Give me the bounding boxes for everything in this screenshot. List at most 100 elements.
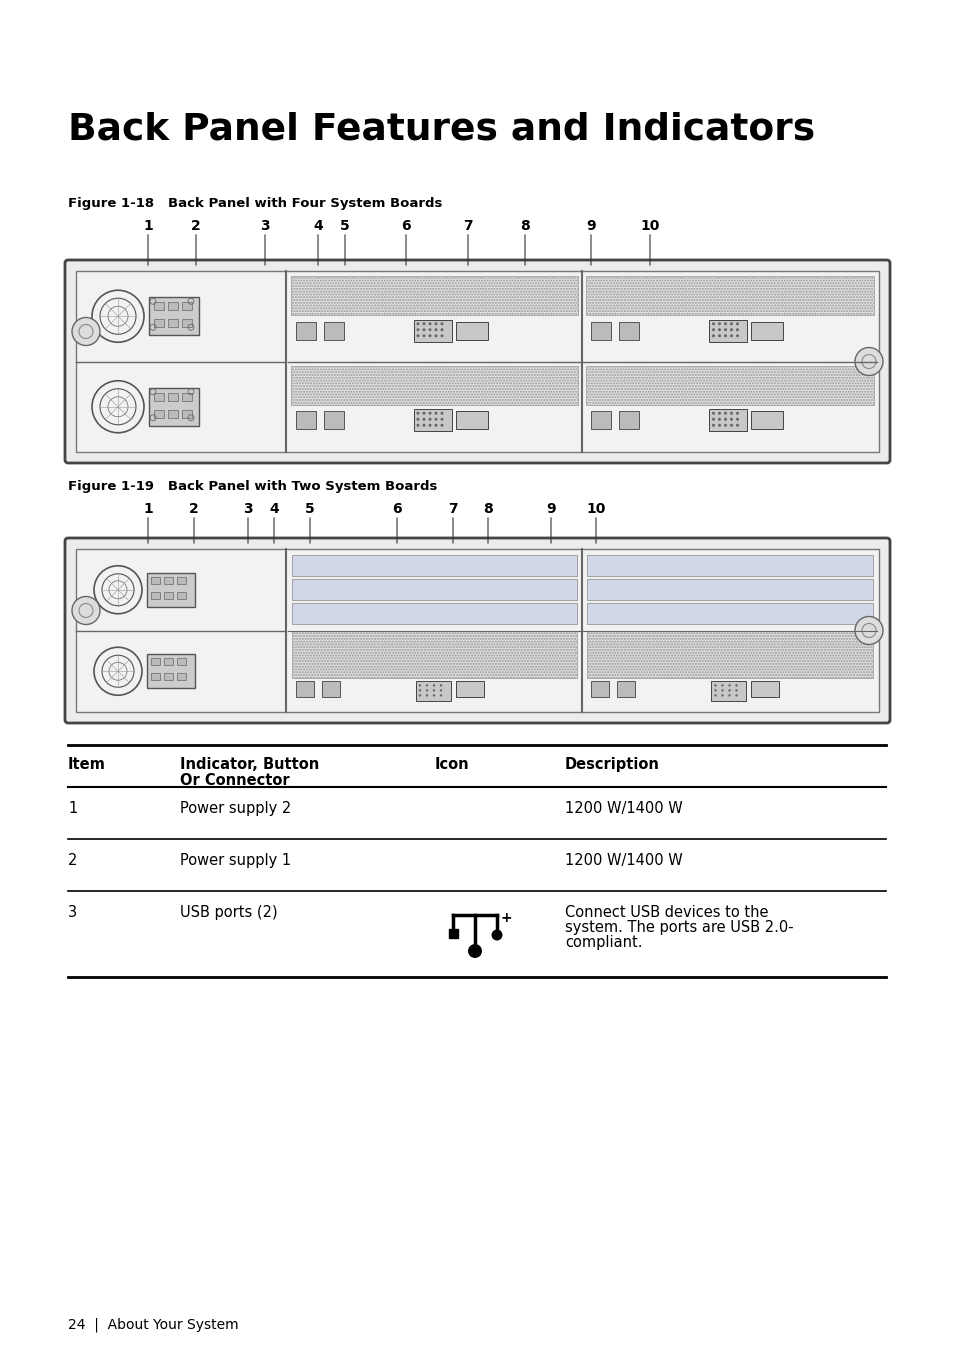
FancyBboxPatch shape xyxy=(587,603,872,624)
Circle shape xyxy=(727,684,730,686)
Circle shape xyxy=(428,418,431,421)
FancyBboxPatch shape xyxy=(76,271,878,452)
FancyBboxPatch shape xyxy=(182,302,192,310)
Circle shape xyxy=(434,328,437,332)
Circle shape xyxy=(723,328,726,332)
FancyBboxPatch shape xyxy=(151,658,160,665)
Text: 1: 1 xyxy=(143,502,152,516)
Circle shape xyxy=(439,689,442,692)
Circle shape xyxy=(422,322,425,325)
Text: 6: 6 xyxy=(401,219,411,233)
FancyBboxPatch shape xyxy=(456,412,488,429)
Circle shape xyxy=(468,944,481,959)
Circle shape xyxy=(434,334,437,337)
FancyBboxPatch shape xyxy=(149,298,199,336)
Text: 5: 5 xyxy=(340,219,350,233)
FancyBboxPatch shape xyxy=(618,412,639,429)
Text: +: + xyxy=(500,911,512,925)
Circle shape xyxy=(735,412,739,414)
Circle shape xyxy=(434,412,437,414)
Text: 1200 W/1400 W: 1200 W/1400 W xyxy=(564,853,682,868)
Text: Figure 1-19   Back Panel with Two System Boards: Figure 1-19 Back Panel with Two System B… xyxy=(68,481,436,493)
Text: 1: 1 xyxy=(143,219,152,233)
FancyBboxPatch shape xyxy=(414,409,452,432)
FancyBboxPatch shape xyxy=(324,322,344,340)
Circle shape xyxy=(416,424,419,427)
Circle shape xyxy=(711,334,714,337)
Circle shape xyxy=(440,424,443,427)
Circle shape xyxy=(440,412,443,414)
Text: 4: 4 xyxy=(313,219,322,233)
Text: Power supply 1: Power supply 1 xyxy=(180,853,291,868)
Circle shape xyxy=(718,334,720,337)
Circle shape xyxy=(729,322,732,325)
Circle shape xyxy=(711,412,714,414)
Circle shape xyxy=(422,424,425,427)
Circle shape xyxy=(723,322,726,325)
Text: 4: 4 xyxy=(269,502,278,516)
FancyBboxPatch shape xyxy=(164,658,172,665)
FancyBboxPatch shape xyxy=(177,577,186,584)
FancyBboxPatch shape xyxy=(591,681,609,697)
Circle shape xyxy=(422,418,425,421)
Circle shape xyxy=(711,322,714,325)
Circle shape xyxy=(418,695,421,696)
FancyBboxPatch shape xyxy=(168,302,178,310)
Text: 10: 10 xyxy=(639,219,659,233)
Text: USB ports (2): USB ports (2) xyxy=(180,904,277,919)
FancyBboxPatch shape xyxy=(292,631,577,678)
Circle shape xyxy=(434,322,437,325)
FancyBboxPatch shape xyxy=(65,538,889,723)
FancyBboxPatch shape xyxy=(292,603,577,624)
Circle shape xyxy=(428,328,431,332)
FancyBboxPatch shape xyxy=(149,387,199,425)
Text: Item: Item xyxy=(68,757,106,772)
Text: 7: 7 xyxy=(463,219,473,233)
Circle shape xyxy=(440,334,443,337)
FancyBboxPatch shape xyxy=(76,548,878,712)
FancyBboxPatch shape xyxy=(168,320,178,328)
FancyBboxPatch shape xyxy=(153,393,164,401)
Circle shape xyxy=(718,322,720,325)
Circle shape xyxy=(735,334,739,337)
Circle shape xyxy=(729,424,732,427)
FancyBboxPatch shape xyxy=(709,320,747,341)
Text: Icon: Icon xyxy=(435,757,469,772)
FancyBboxPatch shape xyxy=(414,320,452,341)
FancyBboxPatch shape xyxy=(65,260,889,463)
Circle shape xyxy=(854,348,882,375)
Circle shape xyxy=(428,412,431,414)
FancyBboxPatch shape xyxy=(292,580,577,600)
Circle shape xyxy=(711,418,714,421)
Circle shape xyxy=(440,322,443,325)
Circle shape xyxy=(723,418,726,421)
FancyBboxPatch shape xyxy=(151,592,160,598)
Circle shape xyxy=(723,424,726,427)
Text: 8: 8 xyxy=(482,502,493,516)
FancyBboxPatch shape xyxy=(147,573,194,607)
FancyBboxPatch shape xyxy=(711,681,745,701)
Text: 1: 1 xyxy=(68,802,77,816)
Circle shape xyxy=(723,334,726,337)
FancyBboxPatch shape xyxy=(292,555,577,575)
Circle shape xyxy=(425,689,428,692)
FancyBboxPatch shape xyxy=(416,681,451,701)
Circle shape xyxy=(416,328,419,332)
Circle shape xyxy=(729,328,732,332)
FancyBboxPatch shape xyxy=(291,366,578,405)
FancyBboxPatch shape xyxy=(586,276,873,315)
Circle shape xyxy=(718,412,720,414)
Text: compliant.: compliant. xyxy=(564,936,641,951)
FancyBboxPatch shape xyxy=(164,577,172,584)
FancyBboxPatch shape xyxy=(295,412,315,429)
FancyBboxPatch shape xyxy=(168,410,178,418)
Text: Or Connector: Or Connector xyxy=(180,773,290,788)
Circle shape xyxy=(434,418,437,421)
Circle shape xyxy=(428,322,431,325)
Text: Power supply 2: Power supply 2 xyxy=(180,802,291,816)
Circle shape xyxy=(720,695,723,696)
Circle shape xyxy=(433,695,435,696)
Text: 9: 9 xyxy=(585,219,596,233)
Circle shape xyxy=(718,328,720,332)
FancyBboxPatch shape xyxy=(751,412,782,429)
